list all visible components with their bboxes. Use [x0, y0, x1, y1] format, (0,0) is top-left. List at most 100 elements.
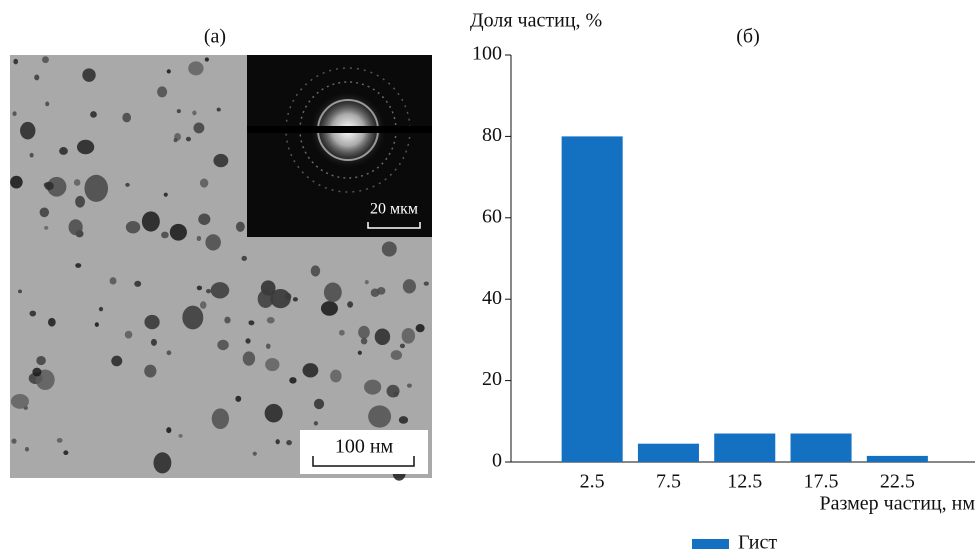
- particle: [361, 338, 367, 345]
- particle: [416, 324, 425, 332]
- particle: [44, 226, 48, 230]
- y-tick-label: 60: [482, 205, 502, 227]
- particle: [324, 283, 342, 303]
- particle: [142, 211, 160, 231]
- x-axis-title: Размер частиц, нм: [820, 493, 976, 515]
- particle: [241, 256, 246, 261]
- particle: [125, 183, 129, 187]
- particle: [182, 306, 203, 330]
- particle: [365, 280, 369, 284]
- particle: [314, 421, 318, 425]
- particle: [36, 356, 46, 365]
- particle: [178, 434, 182, 438]
- particle: [63, 450, 68, 455]
- particle: [303, 363, 319, 377]
- particle: [82, 68, 95, 81]
- particle: [167, 69, 171, 73]
- particle: [177, 109, 181, 113]
- particle: [403, 279, 416, 293]
- particle: [192, 111, 196, 116]
- y-tick-label: 40: [482, 287, 502, 309]
- particle: [95, 322, 99, 327]
- particle: [166, 427, 171, 433]
- beam-stop: [247, 126, 432, 133]
- particle: [84, 175, 108, 202]
- particle: [188, 61, 203, 75]
- particle: [134, 281, 141, 287]
- particle: [40, 207, 49, 217]
- particle: [151, 339, 157, 346]
- particle: [144, 365, 156, 378]
- particle: [74, 179, 81, 186]
- particle: [186, 137, 191, 142]
- particle: [258, 290, 274, 308]
- particle: [32, 368, 41, 377]
- particle: [402, 328, 415, 344]
- particle: [200, 301, 207, 309]
- particle: [285, 293, 292, 300]
- particle: [253, 452, 257, 456]
- particle: [75, 196, 85, 208]
- particle: [358, 351, 362, 355]
- particle: [34, 75, 39, 81]
- particle: [265, 358, 279, 371]
- bar: [562, 136, 623, 462]
- x-tick-label: 7.5: [656, 471, 681, 493]
- particle: [371, 289, 380, 297]
- y-tick-label: 0: [492, 450, 502, 472]
- particle: [407, 384, 412, 388]
- particle: [249, 321, 253, 325]
- particle: [18, 289, 22, 293]
- particle: [75, 263, 81, 268]
- particle: [213, 154, 228, 167]
- bar: [867, 456, 928, 462]
- particle: [193, 122, 204, 133]
- particle: [289, 377, 296, 384]
- particle: [45, 102, 49, 107]
- particle: [197, 286, 202, 291]
- particle: [44, 182, 50, 187]
- particle: [314, 399, 324, 409]
- particle: [266, 343, 271, 349]
- bar: [638, 444, 699, 462]
- particle: [99, 307, 103, 312]
- particle: [293, 297, 298, 301]
- particle: [243, 351, 255, 365]
- legend-label: Гист: [738, 532, 777, 553]
- bar: [714, 434, 775, 462]
- particle: [57, 438, 63, 443]
- particle: [59, 147, 68, 155]
- particle: [77, 140, 94, 155]
- particle: [13, 59, 18, 65]
- particle: [217, 108, 221, 112]
- particle: [157, 86, 167, 97]
- particle: [206, 289, 211, 293]
- particle: [122, 113, 131, 123]
- particle: [174, 138, 178, 142]
- x-tick-label: 2.5: [580, 471, 605, 493]
- particle: [311, 265, 320, 276]
- particle: [375, 328, 390, 345]
- particle: [358, 326, 370, 339]
- particle: [382, 241, 397, 256]
- particle: [205, 57, 209, 61]
- particle: [391, 350, 402, 360]
- inset-scale-label: 20 мкм: [370, 201, 418, 218]
- particle: [235, 396, 241, 402]
- particle: [126, 221, 140, 233]
- particle: [205, 234, 221, 250]
- figure: (а) 20 мкм 100 нм Доля частиц, % (б) Раз…: [0, 0, 979, 553]
- particle: [25, 447, 29, 451]
- scale-label: 100 нм: [335, 436, 394, 458]
- particle: [364, 380, 381, 395]
- particle: [198, 213, 210, 225]
- particle: [161, 232, 169, 239]
- particle: [265, 404, 283, 423]
- particle: [153, 452, 171, 473]
- y-tick-label: 100: [472, 43, 502, 65]
- particle: [321, 301, 338, 316]
- bar: [791, 434, 852, 462]
- particle: [400, 344, 405, 349]
- y-tick-label: 80: [482, 124, 502, 146]
- legend-swatch: [692, 539, 729, 549]
